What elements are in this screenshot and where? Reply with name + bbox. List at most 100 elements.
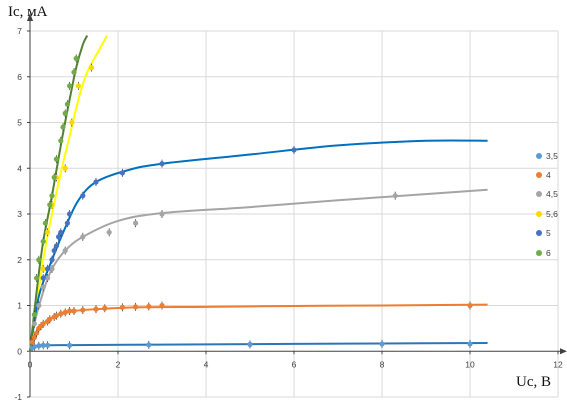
legend-label: 3,5 xyxy=(546,150,558,161)
y-tick-label: 2 xyxy=(17,255,22,265)
x-tick-label: 10 xyxy=(465,359,475,369)
y-tick-label: 1 xyxy=(17,301,22,311)
series-1-point xyxy=(146,342,152,348)
series-5-point xyxy=(51,248,57,254)
series-1-point xyxy=(36,343,42,349)
series-5-curve xyxy=(29,139,488,352)
series-6-point xyxy=(40,238,46,245)
series-5-point xyxy=(45,266,51,272)
series-3-point xyxy=(159,211,165,217)
series-5-point xyxy=(93,179,99,185)
legend-item-3: 4,5 xyxy=(536,185,566,204)
x-axis-title: Uc, B xyxy=(516,374,551,390)
series-2-point xyxy=(47,316,53,322)
legend-marker xyxy=(536,152,542,159)
series-2-point xyxy=(53,312,60,319)
series-5-point xyxy=(56,234,62,240)
series-1-point xyxy=(45,342,51,348)
series-2-point xyxy=(71,308,77,314)
series-5-point xyxy=(49,257,55,263)
legend-label: 4 xyxy=(546,170,551,181)
legend-label: 5 xyxy=(546,228,551,239)
x-tick-label: 8 xyxy=(380,359,385,369)
series-4-point xyxy=(69,119,75,126)
series-5-point xyxy=(80,193,86,199)
series-5-point xyxy=(159,161,165,167)
series-4-point xyxy=(45,229,51,235)
series-6-point xyxy=(64,101,70,107)
series-3-point xyxy=(80,234,86,240)
series-2-point xyxy=(119,304,125,310)
series-1-curve xyxy=(29,342,488,352)
series-6-point xyxy=(49,193,55,199)
x-tick-label: 4 xyxy=(204,359,209,369)
series-2-point xyxy=(102,305,108,311)
series-5-point xyxy=(67,211,73,217)
series-2-point xyxy=(40,321,46,327)
legend-item-6: 6 xyxy=(536,243,566,262)
legend-label: 5,6 xyxy=(546,208,558,219)
series-3-point xyxy=(392,193,398,199)
series-2-point xyxy=(133,304,139,310)
series-6-point xyxy=(42,220,49,226)
series-6-point xyxy=(71,69,77,75)
y-tick-label: 4 xyxy=(17,163,22,173)
y-axis-arrow xyxy=(27,13,33,21)
series-6-point xyxy=(62,110,68,116)
series-6-point xyxy=(47,202,53,208)
x-tick-label: 12 xyxy=(553,359,563,369)
y-axis-title: Ic, мA xyxy=(8,4,48,20)
series-4-point xyxy=(62,165,68,171)
series-3-point xyxy=(45,275,51,281)
series-4-point xyxy=(89,65,95,71)
series-1-point xyxy=(67,342,73,348)
series-3-point xyxy=(40,284,46,290)
series-1-point xyxy=(40,342,46,348)
series-4-point xyxy=(75,83,81,89)
series-2-point xyxy=(67,308,73,314)
legend-label: 6 xyxy=(546,247,551,258)
series-5-point xyxy=(119,170,125,176)
legend-item-5: 5 xyxy=(536,224,566,243)
series-3-curve xyxy=(29,188,488,352)
series-5-point xyxy=(40,275,46,281)
series-6-point xyxy=(31,312,37,318)
legend-marker xyxy=(536,249,542,256)
x-tick-label: 2 xyxy=(116,359,121,369)
series-2-point xyxy=(93,306,99,312)
series-1-point xyxy=(31,344,37,350)
legend-item-2: 4 xyxy=(536,165,566,184)
legend-marker xyxy=(536,172,542,179)
series-6-point xyxy=(73,55,79,62)
y-tick-label: 3 xyxy=(17,209,22,219)
series-5-point xyxy=(53,243,60,249)
series-3-point xyxy=(133,220,139,226)
legend-item-1: 3,5 xyxy=(536,146,566,165)
series-5-point xyxy=(58,229,64,235)
legend-marker xyxy=(536,230,542,237)
legend-label: 4,5 xyxy=(546,189,558,200)
series-2-point xyxy=(58,311,64,317)
series-6-point xyxy=(36,257,42,263)
series-2-point xyxy=(31,334,37,341)
series-3-point xyxy=(36,302,42,309)
series-2-point xyxy=(159,302,165,309)
legend-item-4: 5,6 xyxy=(536,204,566,223)
series-6-point xyxy=(53,156,60,162)
legend-marker xyxy=(536,210,542,217)
series-6-point xyxy=(34,275,40,281)
series-2-point xyxy=(146,303,152,310)
series-4-point xyxy=(40,266,46,272)
series-3-point xyxy=(31,321,37,327)
series-1-point xyxy=(379,341,385,347)
y-tick-label: 0 xyxy=(17,346,22,356)
x-tick-label: 0 xyxy=(28,359,33,369)
series-6-point xyxy=(60,124,66,130)
y-tick-label: 7 xyxy=(17,26,22,36)
legend: 3,5 4 4,5 5,6 5 6 xyxy=(536,146,566,262)
series-6-point xyxy=(67,83,73,89)
series-6-point xyxy=(58,138,64,144)
series-3-point xyxy=(49,266,55,272)
